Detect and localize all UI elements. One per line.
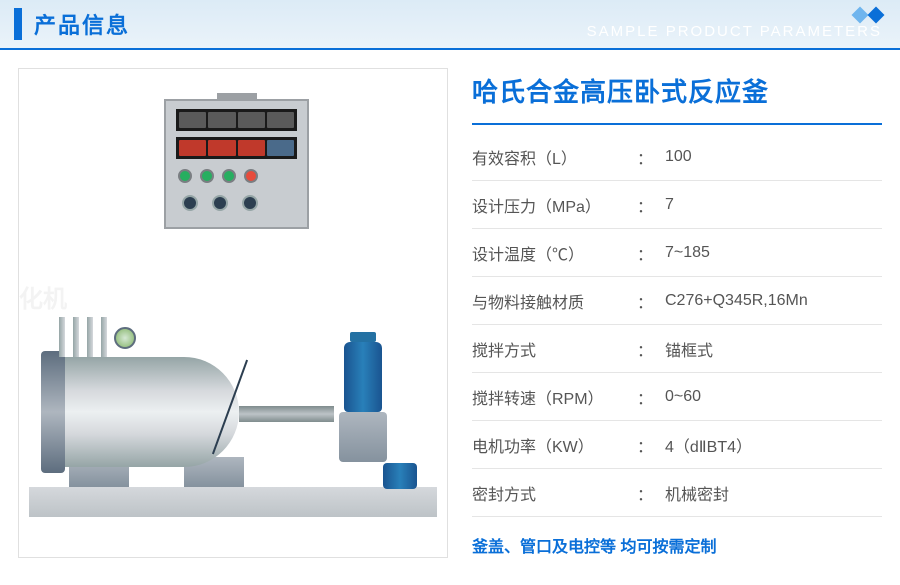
spec-colon: ： <box>637 145 665 169</box>
spec-row: 搅拌转速（RPM）：0~60 <box>472 373 882 421</box>
product-title: 哈氏合金高压卧式反应釜 <box>472 72 882 125</box>
spec-row: 设计温度（℃）：7~185 <box>472 229 882 277</box>
spec-row: 搅拌方式：锚框式 <box>472 325 882 373</box>
spec-label: 有效容积（L） <box>472 145 637 169</box>
spec-label: 搅拌方式 <box>472 337 637 361</box>
spec-label: 密封方式 <box>472 481 637 505</box>
spec-value: 100 <box>665 148 882 166</box>
customization-note: 釜盖、管口及电控等 均可按需定制 <box>472 533 882 557</box>
header-subtitle: SAMPLE PRODUCT PARAMETERS <box>587 23 882 40</box>
diamond-decoration <box>854 9 882 21</box>
spec-label: 设计温度（℃） <box>472 241 637 265</box>
diamond-icon <box>852 6 869 23</box>
header-bar: 产品信息 SAMPLE PRODUCT PARAMETERS <box>0 0 900 50</box>
control-panel-graphic <box>164 99 309 229</box>
header-right: SAMPLE PRODUCT PARAMETERS <box>587 9 882 40</box>
header-left: 产品信息 <box>0 0 130 48</box>
spec-value: 4（dⅡBT4） <box>665 433 882 457</box>
spec-value: 机械密封 <box>665 481 882 505</box>
spec-colon: ： <box>637 481 665 505</box>
spec-colon: ： <box>637 337 665 361</box>
spec-value: 锚框式 <box>665 337 882 361</box>
spec-value: C276+Q345R,16Mn <box>665 292 882 310</box>
spec-label: 电机功率（KW） <box>472 433 637 457</box>
spec-value: 7~185 <box>665 244 882 262</box>
diamond-icon <box>868 6 885 23</box>
spec-label: 设计压力（MPa） <box>472 193 637 217</box>
header-accent-bar <box>14 8 22 40</box>
spec-value: 0~60 <box>665 388 882 406</box>
spec-colon: ： <box>637 385 665 409</box>
spec-colon: ： <box>637 193 665 217</box>
spec-row: 设计压力（MPa）：7 <box>472 181 882 229</box>
spec-colon: ： <box>637 433 665 457</box>
spec-colon: ： <box>637 289 665 313</box>
spec-row: 有效容积（L）：100 <box>472 133 882 181</box>
spec-colon: ： <box>637 241 665 265</box>
spec-label: 与物料接触材质 <box>472 289 637 313</box>
product-info-panel: 哈氏合金高压卧式反应釜 有效容积（L）：100设计压力（MPa）：7设计温度（℃… <box>472 68 882 558</box>
reactor-graphic <box>29 297 437 517</box>
content-area: 化机 哈氏合金高压卧式反应釜 有效容积（L）：100设计压力（MPa）：7设计温… <box>0 50 900 558</box>
spec-row: 与物料接触材质：C276+Q345R,16Mn <box>472 277 882 325</box>
header-title: 产品信息 <box>34 8 130 40</box>
spec-row: 密封方式：机械密封 <box>472 469 882 517</box>
specs-table: 有效容积（L）：100设计压力（MPa）：7设计温度（℃）：7~185与物料接触… <box>472 133 882 517</box>
spec-value: 7 <box>665 196 882 214</box>
spec-row: 电机功率（KW）：4（dⅡBT4） <box>472 421 882 469</box>
product-image: 化机 <box>18 68 448 558</box>
spec-label: 搅拌转速（RPM） <box>472 385 637 409</box>
